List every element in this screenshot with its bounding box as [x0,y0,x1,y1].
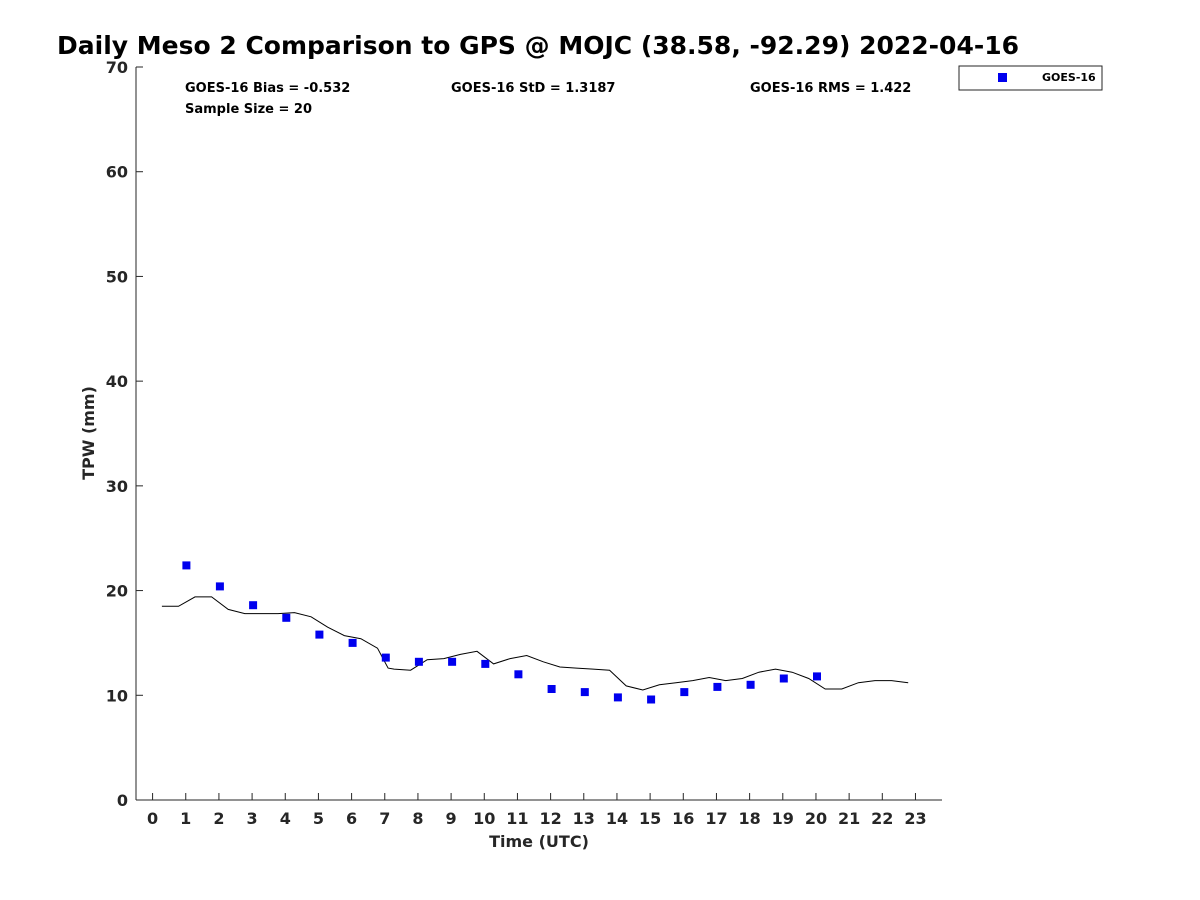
y-tick-label: 0 [117,791,128,810]
x-tick-label: 8 [412,809,423,828]
y-tick-label: 30 [106,477,128,496]
y-axis-ticks: 0 10 20 30 40 50 60 70 [106,58,143,810]
goes16-points-layer [182,561,821,704]
std-stat: GOES-16 StD = 1.3187 [451,81,615,96]
y-tick-label: 10 [106,686,128,705]
y-tick-label: 40 [106,372,128,391]
x-tick-label: 22 [871,809,893,828]
goes16-point [348,638,357,647]
x-tick-label: 12 [539,809,561,828]
goes16-point [315,630,324,639]
goes16-point [514,670,523,679]
x-tick-label: 21 [838,809,860,828]
x-tick-label: 16 [672,809,694,828]
goes16-point [414,657,423,666]
x-tick-label: 18 [738,809,760,828]
y-axis-label: TPW (mm) [79,386,98,480]
goes16-point [481,659,490,668]
goes16-point [613,693,622,702]
goes16-point [647,695,656,704]
gps-line-layer [161,596,909,691]
x-tick-label: 4 [280,809,291,828]
goes16-point [813,672,821,681]
y-tick-label: 20 [106,582,128,601]
x-tick-label: 2 [213,809,224,828]
x-tick-label: 6 [346,809,357,828]
goes16-point [249,601,258,610]
x-tick-label: 20 [805,809,827,828]
x-tick-label: 13 [573,809,595,828]
x-tick-label: 0 [147,809,158,828]
goes16-point [215,582,224,591]
y-tick-label: 60 [106,163,128,182]
chart-title: Daily Meso 2 Comparison to GPS @ MOJC (3… [57,31,1019,60]
goes16-point [381,653,390,662]
goes16-point [779,674,788,683]
x-tick-label: 7 [379,809,390,828]
sample-size-stat: Sample Size = 20 [185,102,312,117]
plot-area [135,67,942,801]
x-axis-ticks: 0 1 2 3 4 5 6 7 8 9 10 11 12 13 14 15 16 17 18 19 20 21 22 23 [147,793,927,828]
goes16-point [680,688,689,697]
legend: GOES-16 [958,65,1103,91]
x-tick-label: 5 [313,809,324,828]
rms-stat: GOES-16 RMS = 1.422 [750,81,911,96]
x-tick-label: 10 [473,809,495,828]
y-tick-label: 50 [106,267,128,286]
goes16-point [580,688,589,697]
x-tick-label: 9 [446,809,457,828]
bias-stat: GOES-16 Bias = -0.532 [185,81,350,96]
x-tick-label: 23 [904,809,926,828]
goes16-point [746,680,755,689]
x-axis-label: Time (UTC) [489,832,589,851]
x-tick-label: 15 [639,809,661,828]
goes16-point [448,657,457,666]
x-tick-label: 17 [705,809,727,828]
goes16-point [713,682,722,691]
x-tick-label: 3 [247,809,258,828]
x-tick-label: 11 [506,809,528,828]
goes16-point [547,685,556,693]
gps-tpw-line [161,596,909,691]
goes16-point [282,613,291,622]
y-tick-label: 70 [106,58,128,77]
legend-entry-goes16: GOES-16 [1042,71,1096,84]
legend-marker [998,73,1007,82]
x-tick-label: 19 [772,809,794,828]
x-tick-label: 14 [606,809,628,828]
legend-box [958,65,1103,91]
x-tick-label: 1 [180,809,191,828]
goes16-point [182,561,191,570]
